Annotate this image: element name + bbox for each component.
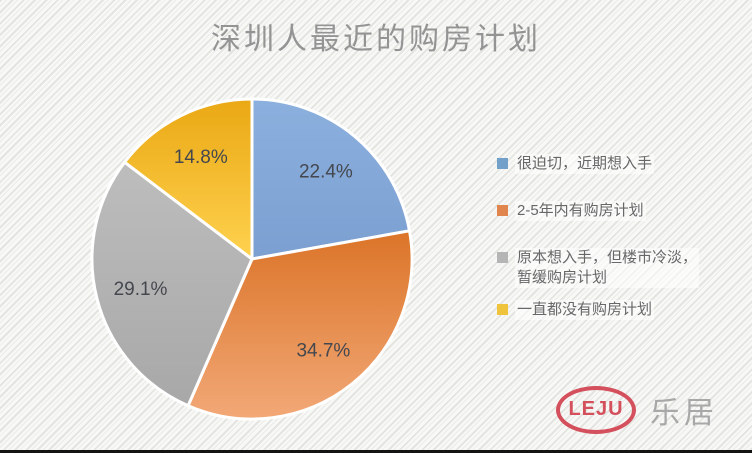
bottom-border-bar — [0, 450, 752, 453]
leju-logo-text: LEJU — [568, 397, 624, 420]
legend-item-urgent: 很迫切，近期想入手 — [497, 154, 737, 174]
legend-item-label: 2-5年内有购房计划 — [515, 201, 646, 221]
pie-slice-label: 22.4% — [299, 162, 353, 183]
legend-item-label: 很迫切，近期想入手 — [515, 154, 655, 174]
legend-item-label: 一直都没有购房计划 — [515, 300, 655, 320]
pie-slice-label: 14.8% — [174, 147, 228, 168]
chart-title: 深圳人最近的购房计划 — [211, 23, 541, 56]
pie-slice-label: 34.7% — [296, 340, 350, 361]
pie-slice — [250, 97, 411, 261]
legend-marker-icon — [497, 252, 508, 263]
legend-marker-icon — [497, 158, 508, 169]
leju-logo-ellipse-icon: LEJU — [556, 386, 636, 434]
legend-item-postponed: 原本想入手，但楼市冷淡， 暂缓购房计划 — [497, 248, 737, 288]
leju-logo: LEJU 乐居 — [556, 386, 718, 434]
chart-legend: 很迫切，近期想入手 2-5年内有购房计划 原本想入手，但楼市冷淡， 暂缓购房计划… — [497, 154, 737, 320]
pie-slice — [90, 160, 254, 408]
legend-item-2to5-years: 2-5年内有购房计划 — [497, 201, 737, 221]
legend-marker-icon — [497, 205, 508, 216]
pie-chart: 22.4% 34.7% 29.1% 14.8% — [90, 97, 414, 421]
pie-slice — [123, 97, 254, 261]
legend-item-label: 原本想入手，但楼市冷淡， 暂缓购房计划 — [515, 248, 700, 288]
legend-item-no-plan: 一直都没有购房计划 — [497, 300, 737, 320]
legend-marker-icon — [497, 304, 508, 315]
leju-brand-name: 乐居 — [650, 397, 718, 430]
pie-slice-label: 29.1% — [114, 279, 168, 300]
